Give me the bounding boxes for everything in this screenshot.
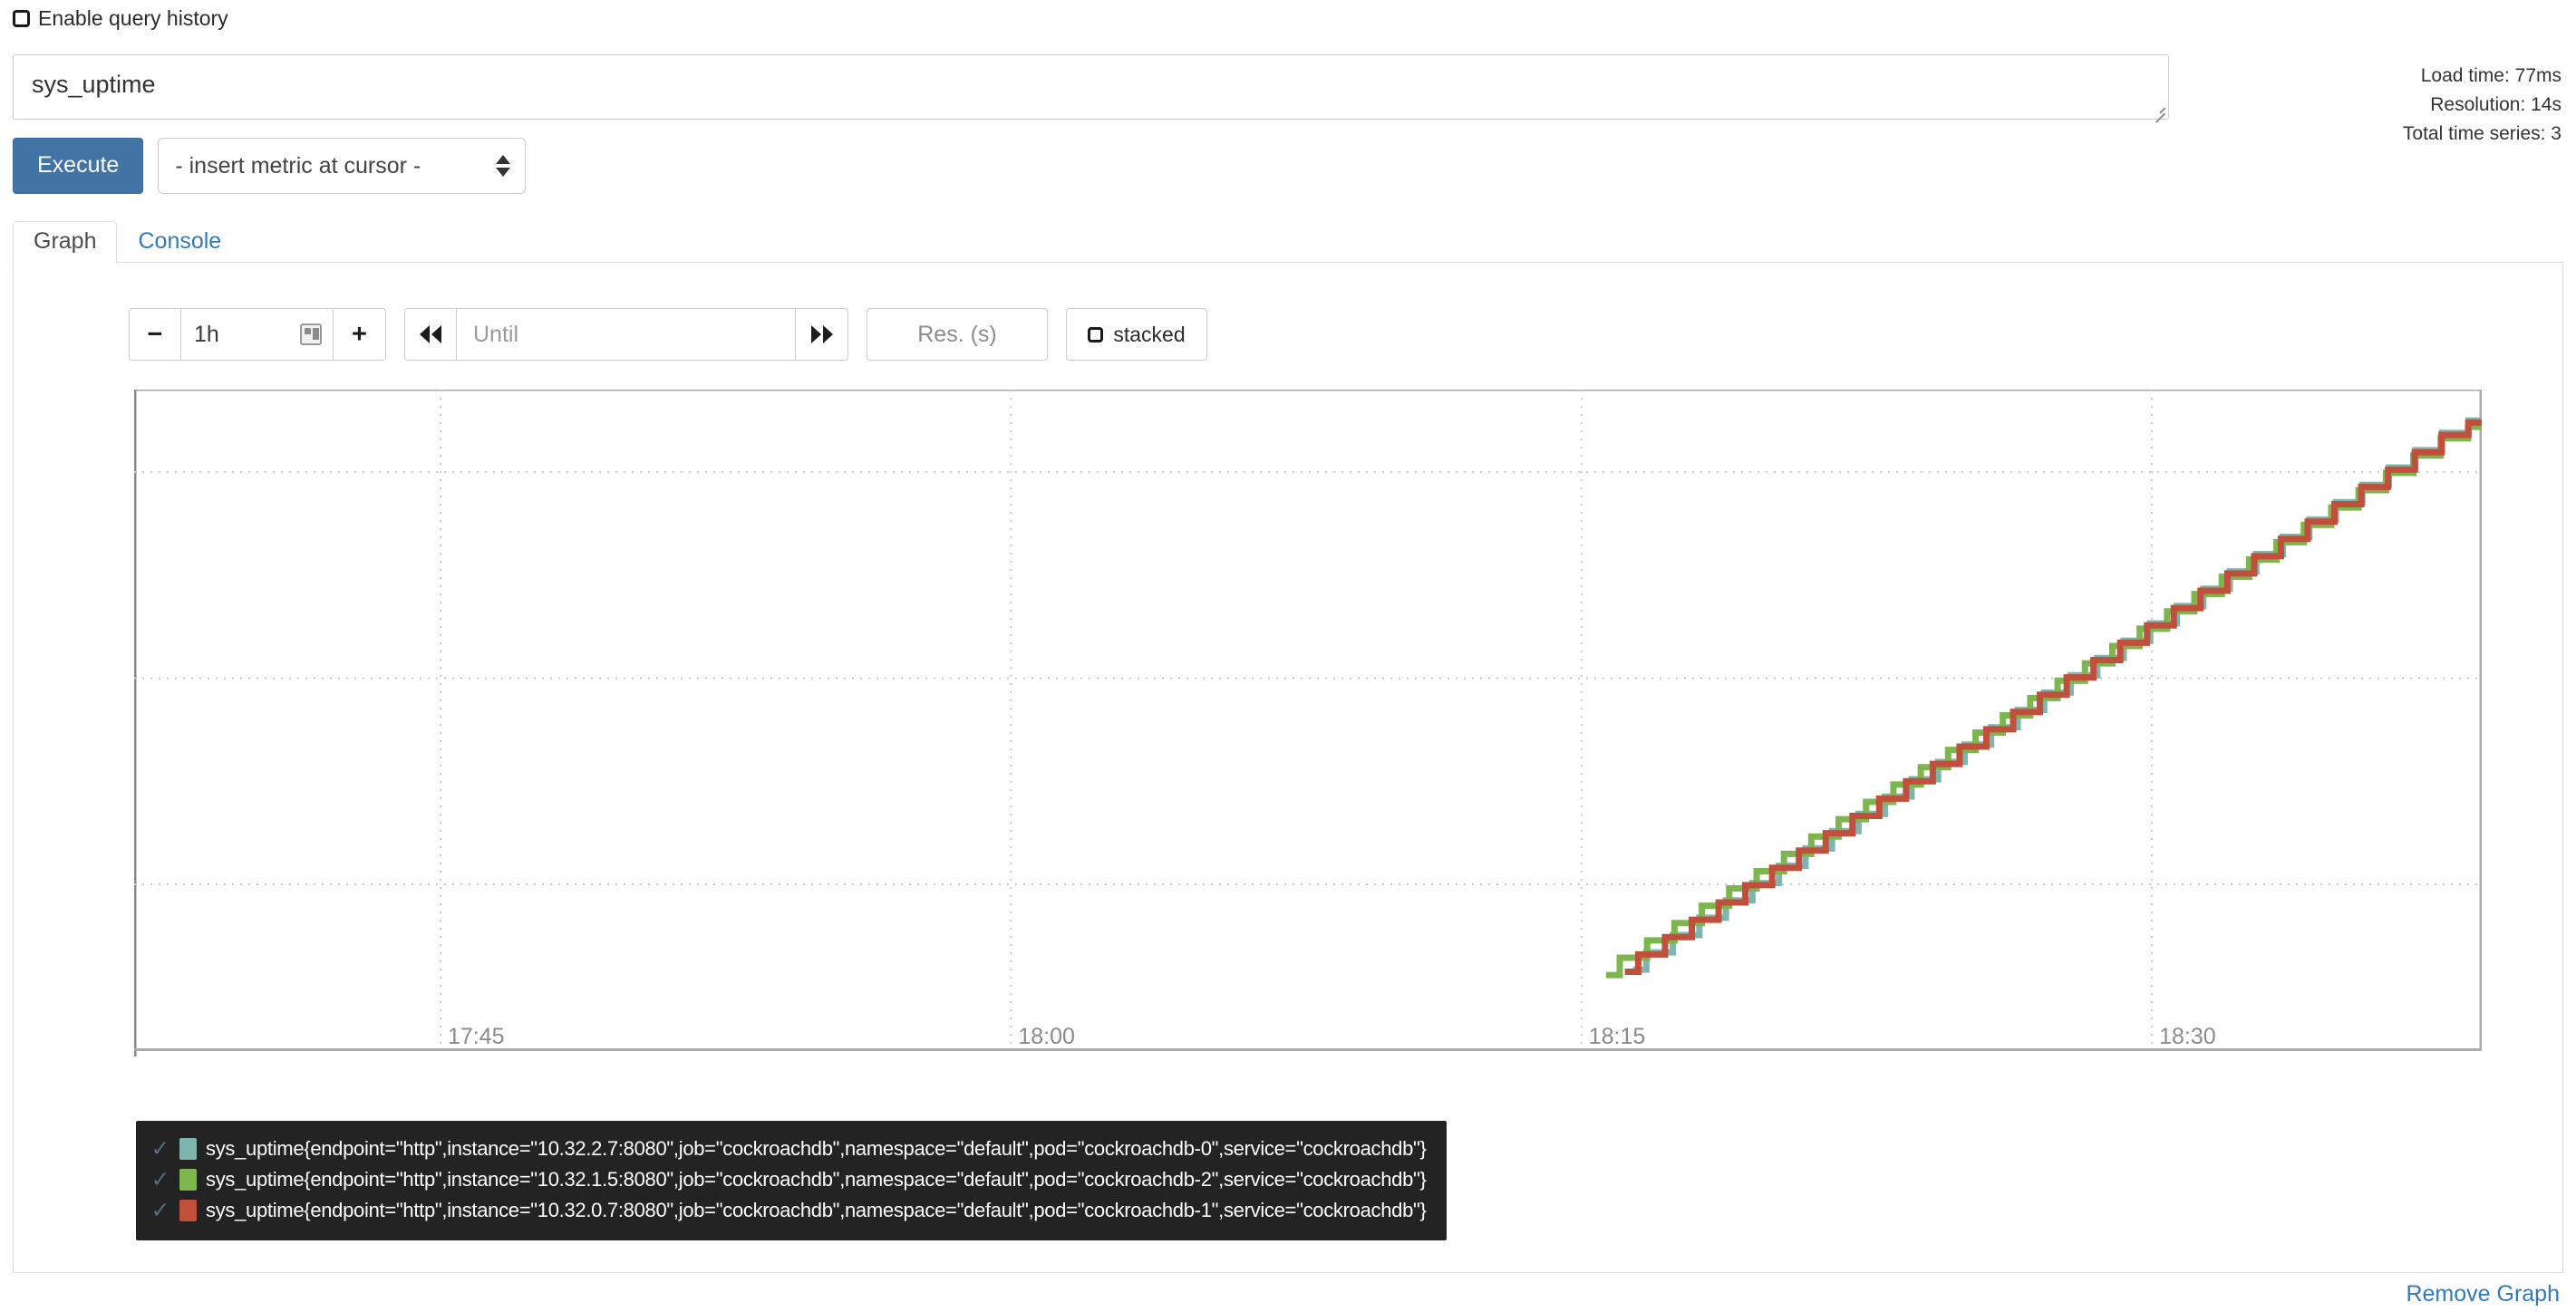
resolution-input[interactable]: Res. (s) (867, 308, 1048, 361)
enable-query-history-toggle[interactable]: Enable query history (13, 8, 228, 29)
query-history-checkbox-icon[interactable] (13, 10, 30, 27)
enable-query-history-label: Enable query history (38, 6, 228, 30)
load-time: Load time: 77ms (2420, 65, 2561, 86)
query-stats: Load time: 77ms Resolution: 14s Total ti… (2403, 62, 2561, 149)
remove-graph-link[interactable]: Remove Graph (2406, 1281, 2560, 1307)
series-line (1605, 423, 2482, 979)
legend-check-icon[interactable]: ✓ (150, 1166, 170, 1192)
stacked-label: stacked (1113, 322, 1186, 346)
execute-button[interactable]: Execute (13, 138, 144, 194)
step-backward-button[interactable] (404, 308, 457, 361)
range-input[interactable]: 1h (181, 308, 334, 361)
series-legend: ✓ sys_uptime{endpoint="http",instance="10… (136, 1121, 1447, 1240)
execute-row: Execute - insert metric at cursor - (13, 138, 527, 194)
graph-controls-toolbar: − 1h + Until (129, 308, 1207, 361)
until-placeholder: Until (473, 321, 519, 347)
legend-check-icon[interactable]: ✓ (150, 1135, 170, 1162)
x-axis-tick-label: 18:15 (1589, 1024, 1646, 1049)
legend-color-swatch (179, 1169, 197, 1191)
legend-item[interactable]: ✓ sys_uptime{endpoint="http",instance="10… (150, 1134, 1427, 1164)
legend-check-icon[interactable]: ✓ (150, 1197, 170, 1223)
legend-item[interactable]: ✓ sys_uptime{endpoint="http",instance="10… (150, 1164, 1427, 1195)
stacked-checkbox-icon[interactable] (1088, 326, 1104, 342)
increase-range-button[interactable]: + (334, 308, 386, 361)
range-value: 1h (194, 321, 219, 347)
legend-color-swatch (179, 1138, 197, 1160)
x-axis-tick-label: 18:00 (1018, 1024, 1075, 1049)
legend-item[interactable]: ✓ sys_uptime{endpoint="http",instance="10… (150, 1195, 1427, 1226)
resolution: Resolution: 14s (2430, 93, 2561, 115)
expression-input-wrapper: sys_uptime (13, 54, 2169, 120)
legend-series-label: sys_uptime{endpoint="http",instance="10.… (206, 1137, 1427, 1160)
expression-input[interactable]: sys_uptime (13, 54, 2169, 120)
tab-console[interactable]: Console (138, 228, 222, 254)
series-line (1624, 419, 2482, 975)
step-forward-button[interactable] (796, 308, 848, 361)
fast-forward-icon (810, 325, 833, 343)
insert-metric-select[interactable]: - insert metric at cursor - (158, 138, 527, 194)
graph-panel (13, 263, 2563, 1273)
legend-series-label: sys_uptime{endpoint="http",instance="10.… (206, 1168, 1427, 1191)
total-time-series: Total time series: 3 (2402, 122, 2561, 144)
x-axis-tick-label: 17:45 (448, 1024, 505, 1049)
decrease-range-button[interactable]: − (129, 308, 181, 361)
range-control-group: − 1h + (129, 308, 386, 361)
range-list-icon[interactable] (300, 323, 322, 345)
legend-series-label: sys_uptime{endpoint="http",instance="10.… (206, 1199, 1427, 1221)
stacked-toggle[interactable]: stacked (1066, 308, 1207, 361)
x-axis-tick-label: 18:30 (2159, 1024, 2216, 1049)
tab-graph[interactable]: Graph (13, 221, 118, 263)
tab-bar: Graph Console (13, 221, 2563, 263)
until-input[interactable]: Until (457, 308, 796, 361)
rewind-icon (420, 325, 441, 343)
insert-metric-value: - insert metric at cursor - (175, 152, 421, 178)
time-navigation-group: Until (404, 308, 848, 361)
legend-color-swatch (179, 1200, 197, 1221)
chevron-updown-icon (496, 155, 511, 177)
